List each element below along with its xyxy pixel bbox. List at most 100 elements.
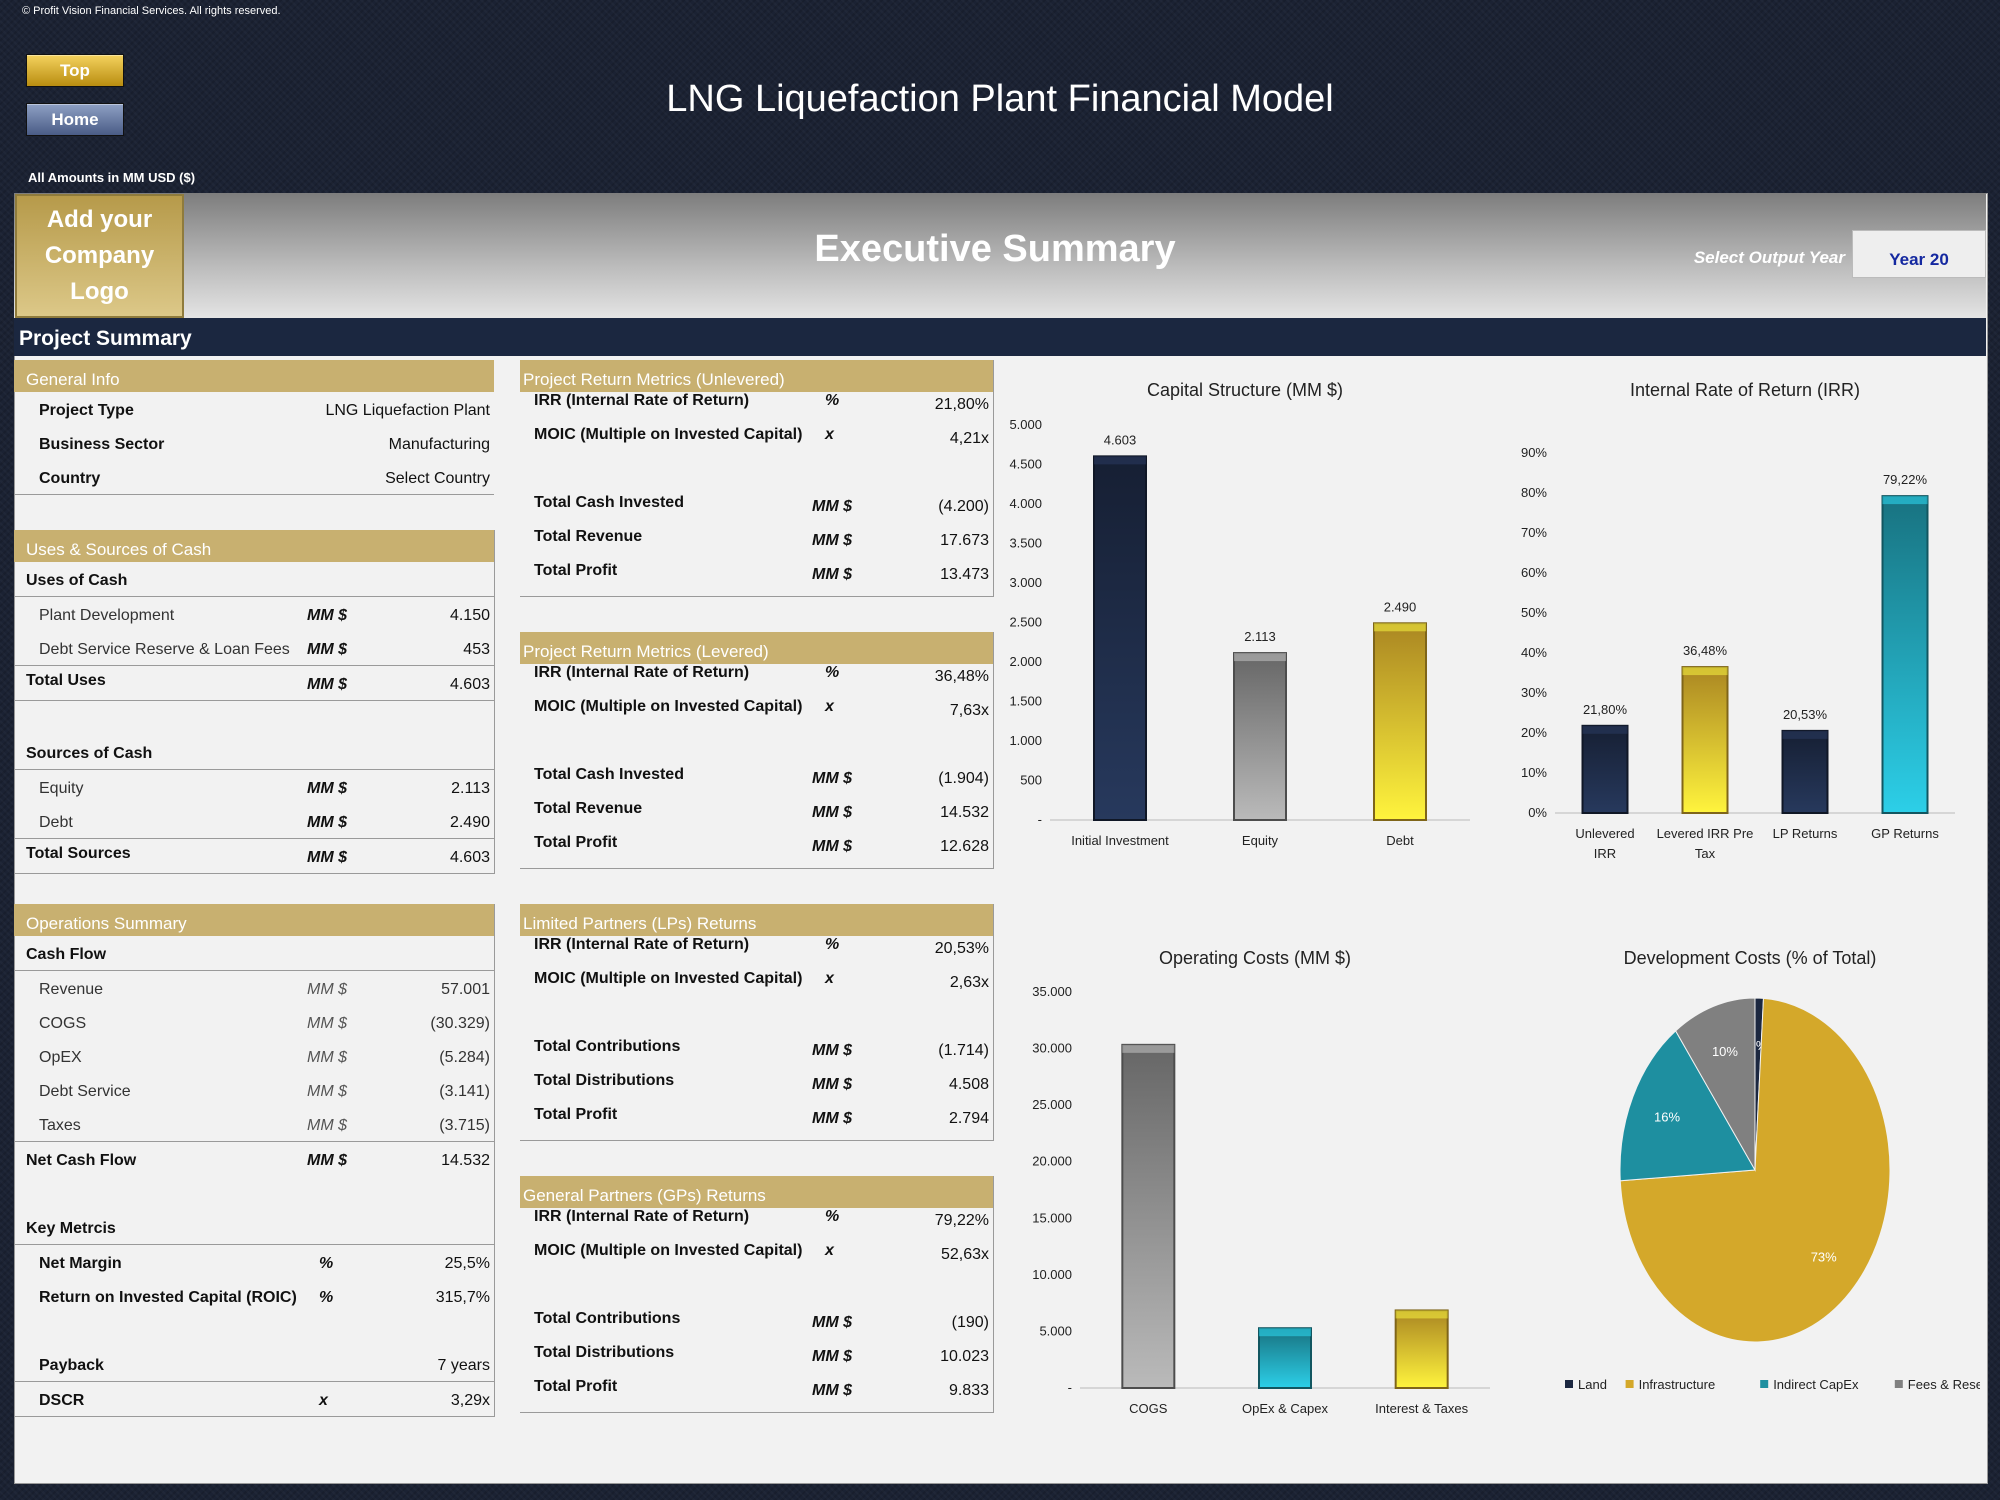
table-row: MOIC (Multiple on Invested Capital) x 52,6…: [534, 1242, 989, 1263]
data-label: 21,80%: [1583, 702, 1628, 717]
table-row: Total Contributions MM $ (1.714): [534, 1038, 989, 1059]
project-summary-bar: Project Summary: [14, 318, 1986, 356]
table-row: Equity MM $2.113: [39, 780, 490, 797]
x-tick-label: Equity: [1242, 833, 1279, 848]
legend-swatch: [1565, 1380, 1573, 1388]
bar: [1781, 729, 1829, 815]
legend-swatch: [1894, 1380, 1903, 1388]
lp-returns-section: Limited Partners (LPs) Returns IRR (Inte…: [520, 904, 994, 1141]
y-tick-label: 60%: [1521, 565, 1547, 580]
pie-data-label: 16%: [1654, 1109, 1680, 1124]
bar-cap: [1094, 456, 1146, 465]
general-info-row: Business Sector Manufacturing: [39, 436, 490, 453]
table-row: Total Cash Invested MM $ (1.904): [534, 766, 989, 787]
gp-returns-header: General Partners (GPs) Returns: [520, 1176, 993, 1208]
amounts-note: All Amounts in MM USD ($): [28, 170, 196, 185]
x-tick-label: Tax: [1695, 846, 1716, 860]
bar-cap: [1259, 1328, 1311, 1337]
table-row: Total Contributions MM $ (190): [534, 1310, 989, 1331]
general-info-row: Project Type LNG Liquefaction Plant: [39, 402, 490, 419]
y-tick-label: 70%: [1521, 525, 1547, 540]
table-row: Return on Invested Capital (ROIC)% 315,7%: [39, 1289, 490, 1306]
dscr-row: DSCR x 3,29x: [14, 1382, 494, 1417]
bar: [1394, 1309, 1449, 1389]
table-row: MOIC (Multiple on Invested Capital) x 4,21…: [534, 426, 989, 447]
x-tick-label: COGS: [1129, 1401, 1168, 1416]
total-sources-row: Total Sources MM $4.603: [14, 839, 494, 874]
company-logo-placeholder[interactable]: Add your Company Logo: [15, 194, 184, 318]
x-tick-label: OpEx & Capex: [1242, 1401, 1328, 1416]
table-row: Total Revenue MM $14.532: [534, 800, 989, 821]
y-tick-label: 80%: [1521, 485, 1547, 500]
y-tick-label: 30%: [1521, 685, 1547, 700]
lp-returns-header: Limited Partners (LPs) Returns: [520, 904, 993, 936]
home-button[interactable]: Home: [26, 103, 124, 136]
table-row: OpEX MM $ (5.284): [39, 1049, 490, 1066]
legend-label: Fees & Reserves: [1908, 1377, 1980, 1392]
y-tick-label: 90%: [1521, 445, 1547, 460]
legend-label: Land: [1578, 1377, 1607, 1392]
data-label: 2.490: [1384, 599, 1417, 614]
table-row: IRR (Internal Rate of Return)% 36,48%: [534, 664, 989, 685]
unlevered-returns-header: Project Return Metrics (Unlevered): [520, 360, 993, 392]
table-row: Total Distributions MM $4.508: [534, 1072, 989, 1093]
development-costs-chart: 1%73%16%10%Land Infrastructure Indirect Ca…: [1565, 997, 1980, 1392]
key-metrics-label: Key Metrcis: [14, 1210, 494, 1245]
table-row: IRR (Internal Rate of Return)% 21,80%: [534, 392, 989, 413]
x-tick-label: LP Returns: [1773, 826, 1838, 841]
table-row: IRR (Internal Rate of Return)% 20,53%: [534, 936, 989, 957]
general-info-row: Country Select Country: [14, 460, 494, 495]
legend-label: Indirect CapEx: [1773, 1377, 1859, 1392]
y-tick-label: 500: [1020, 773, 1042, 788]
table-row: Total Profit MM $9.833: [520, 1378, 993, 1413]
bar-cap: [1122, 1044, 1175, 1053]
y-tick-label: 30.000: [1032, 1041, 1072, 1056]
pie-data-label: 73%: [1811, 1250, 1837, 1265]
x-tick-label: Levered IRR Pre: [1657, 826, 1754, 841]
legend-swatch: [1760, 1380, 1769, 1388]
table-row: Total Cash Invested MM $ (4.200): [534, 494, 989, 515]
page-title: LNG Liquefaction Plant Financial Model: [666, 78, 1334, 120]
gp-returns-section: General Partners (GPs) Returns IRR (Inte…: [520, 1176, 994, 1413]
project-summary-label: Project Summary: [19, 327, 192, 350]
payback-row: Payback 7 years: [14, 1347, 494, 1382]
legend-swatch: [1625, 1380, 1634, 1388]
y-tick-label: 10%: [1521, 765, 1547, 780]
bar-cap: [1374, 623, 1426, 632]
table-row: Total Revenue MM $17.673: [534, 528, 989, 549]
x-tick-label: IRR: [1594, 846, 1616, 860]
output-year-select[interactable]: Year 20: [1852, 230, 1986, 278]
x-tick-label: GP Returns: [1871, 826, 1939, 841]
y-tick-label: 40%: [1521, 645, 1547, 660]
levered-returns-header: Project Return Metrics (Levered): [520, 632, 993, 664]
table-row: COGS MM $ (30.329): [39, 1015, 490, 1032]
executive-summary-heading: Executive Summary: [814, 228, 1176, 270]
operating-costs-title: Operating Costs (MM $): [1158, 948, 1352, 968]
table-row: Total Distributions MM $10.023: [534, 1344, 989, 1365]
y-tick-label: 10.000: [1032, 1267, 1072, 1282]
table-row: Total Profit MM $2.794: [520, 1106, 993, 1141]
development-costs-title: Development Costs (% of Total): [1623, 948, 1877, 968]
y-tick-label: -: [1038, 812, 1042, 827]
y-tick-label: 25.000: [1032, 1097, 1072, 1112]
table-row: MOIC (Multiple on Invested Capital) x 7,63…: [534, 698, 989, 719]
bar-cap: [1395, 1310, 1448, 1319]
x-tick-label: Initial Investment: [1071, 833, 1169, 848]
data-label: 2.113: [1244, 629, 1276, 644]
y-tick-label: 2.000: [1009, 654, 1042, 669]
table-row: MOIC (Multiple on Invested Capital) x 2,63…: [534, 970, 989, 991]
sources-of-cash-label: Sources of Cash: [14, 735, 494, 770]
bar: [1881, 495, 1929, 815]
x-tick-label: Debt: [1386, 833, 1414, 848]
irr-chart: 0% 10% 20% 30% 40% 50% 60% 70% 80% 90% 21,80% Unlev…: [1521, 445, 1955, 860]
legend-label: Infrastructure: [1639, 1377, 1716, 1392]
y-tick-label: 20.000: [1032, 1154, 1072, 1169]
logo-text-line1: Add your: [46, 206, 153, 233]
table-row: Debt Service Reserve & Loan Fees MM $453: [14, 631, 494, 666]
top-button[interactable]: Top: [26, 54, 124, 87]
table-row: Total Profit MM $13.473: [520, 562, 993, 597]
bar: [1093, 455, 1147, 821]
net-cash-flow-row: Net Cash Flow MM $14.532: [26, 1152, 490, 1169]
general-info-header: General Info: [14, 360, 494, 392]
irr-chart-title: Internal Rate of Return (IRR): [1629, 380, 1861, 400]
